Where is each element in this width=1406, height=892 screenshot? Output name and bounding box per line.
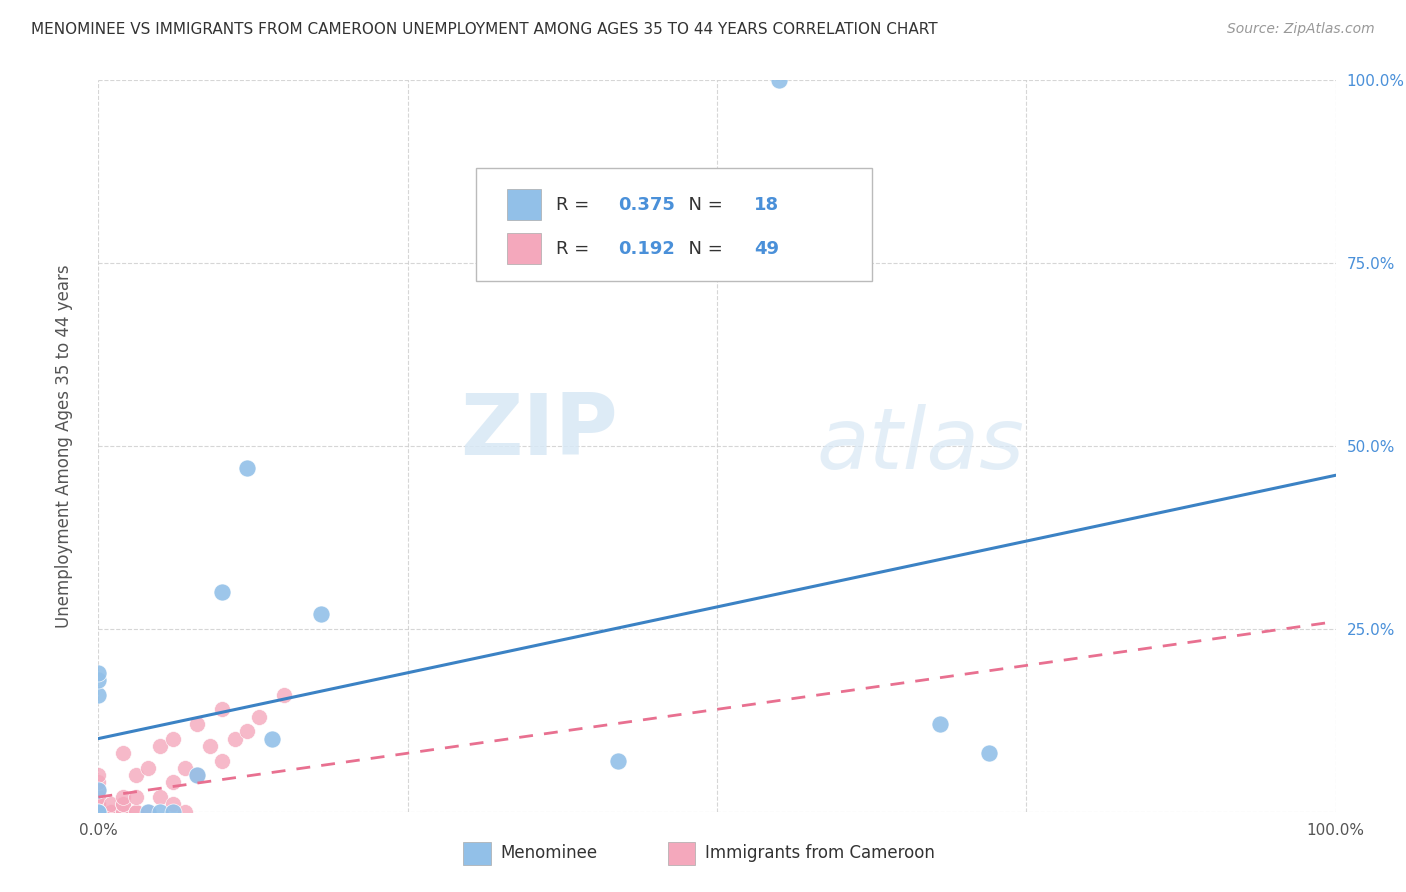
Point <box>112 797 135 812</box>
Point <box>100 805 122 819</box>
Point <box>87 688 110 702</box>
Point <box>124 790 146 805</box>
Point <box>260 731 283 746</box>
Point <box>309 607 332 622</box>
Point <box>87 782 110 797</box>
Text: 49: 49 <box>754 240 779 258</box>
FancyBboxPatch shape <box>506 233 541 264</box>
Point <box>211 702 233 716</box>
Point <box>87 768 110 782</box>
Point <box>247 709 270 723</box>
Point <box>87 805 110 819</box>
Point <box>87 805 110 819</box>
Point <box>87 673 110 687</box>
Text: N =: N = <box>678 195 728 213</box>
Point <box>112 746 135 760</box>
Point <box>87 805 110 819</box>
Point <box>87 665 110 680</box>
Point <box>162 805 184 819</box>
Text: Menominee: Menominee <box>501 845 598 863</box>
Point <box>124 805 146 819</box>
Text: ZIP: ZIP <box>460 390 619 473</box>
Point <box>979 746 1001 760</box>
Point <box>87 805 110 819</box>
Point <box>112 797 135 812</box>
Point <box>162 731 184 746</box>
Point <box>87 805 110 819</box>
Point <box>236 461 259 475</box>
Point <box>112 805 135 819</box>
Text: atlas: atlas <box>815 404 1024 488</box>
Text: Source: ZipAtlas.com: Source: ZipAtlas.com <box>1227 22 1375 37</box>
Point <box>768 73 790 87</box>
Point <box>149 739 172 753</box>
Point <box>136 805 159 819</box>
Point <box>87 797 110 812</box>
Text: Immigrants from Cameroon: Immigrants from Cameroon <box>704 845 935 863</box>
Point <box>186 768 208 782</box>
Point <box>136 761 159 775</box>
Point <box>87 805 110 819</box>
Point <box>87 805 110 819</box>
Point <box>100 797 122 812</box>
Text: 0.192: 0.192 <box>619 240 675 258</box>
Point <box>124 805 146 819</box>
Point <box>87 805 110 819</box>
Point <box>186 768 208 782</box>
Text: R =: R = <box>557 195 595 213</box>
Point <box>236 724 259 739</box>
Text: MENOMINEE VS IMMIGRANTS FROM CAMEROON UNEMPLOYMENT AMONG AGES 35 TO 44 YEARS COR: MENOMINEE VS IMMIGRANTS FROM CAMEROON UN… <box>31 22 938 37</box>
Text: 18: 18 <box>754 195 779 213</box>
Y-axis label: Unemployment Among Ages 35 to 44 years: Unemployment Among Ages 35 to 44 years <box>55 264 73 628</box>
Point <box>87 790 110 805</box>
Point <box>174 761 197 775</box>
Point <box>136 805 159 819</box>
FancyBboxPatch shape <box>668 842 695 865</box>
Point <box>174 805 197 819</box>
Point <box>928 717 950 731</box>
Point <box>87 805 110 819</box>
Point <box>149 790 172 805</box>
Point <box>87 805 110 819</box>
Point <box>607 754 630 768</box>
Point <box>87 782 110 797</box>
Point <box>100 805 122 819</box>
Point <box>211 585 233 599</box>
Point <box>149 805 172 819</box>
Point <box>211 754 233 768</box>
FancyBboxPatch shape <box>464 842 491 865</box>
FancyBboxPatch shape <box>506 189 541 220</box>
Point <box>87 805 110 819</box>
Point <box>87 775 110 789</box>
Point <box>224 731 246 746</box>
Point <box>100 805 122 819</box>
Point <box>87 805 110 819</box>
Text: R =: R = <box>557 240 595 258</box>
FancyBboxPatch shape <box>475 168 872 282</box>
Point <box>162 775 184 789</box>
Point <box>186 717 208 731</box>
Point <box>124 768 146 782</box>
Point <box>273 688 295 702</box>
Point <box>87 805 110 819</box>
Point <box>112 790 135 805</box>
Text: 0.375: 0.375 <box>619 195 675 213</box>
Point <box>87 797 110 812</box>
Text: N =: N = <box>678 240 728 258</box>
Point <box>162 797 184 812</box>
Point <box>112 805 135 819</box>
Point <box>198 739 221 753</box>
